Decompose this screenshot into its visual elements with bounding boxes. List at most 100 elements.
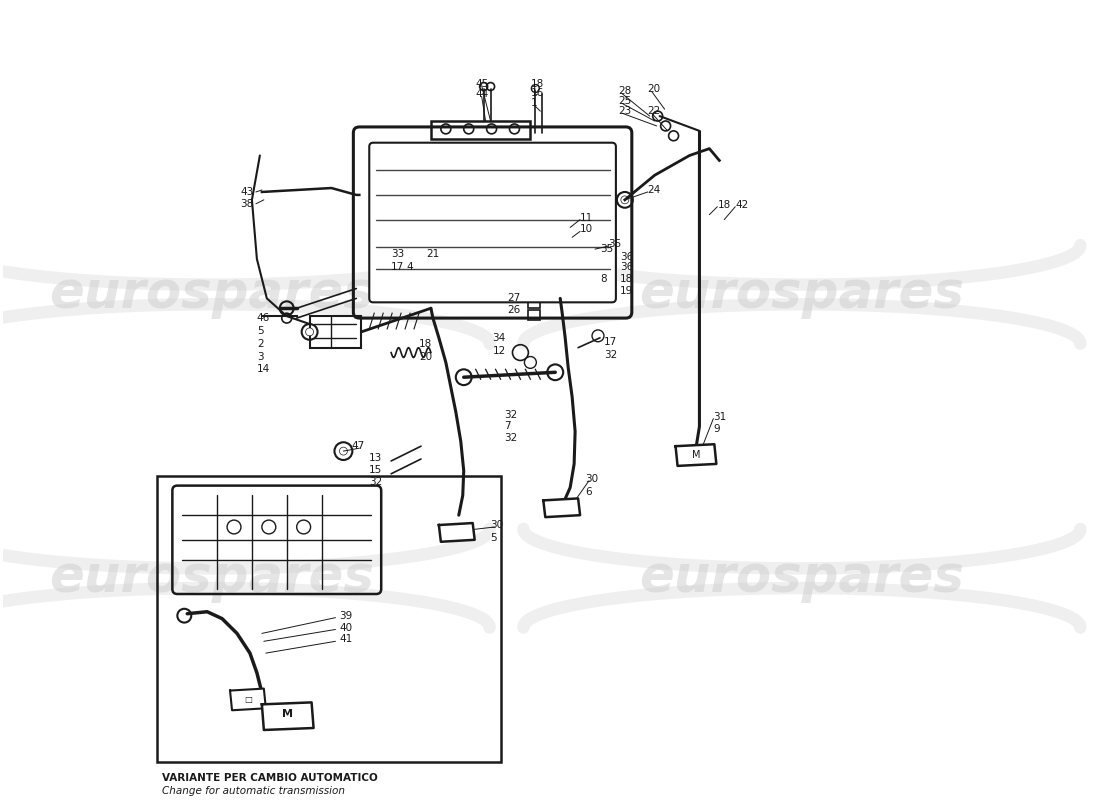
- Text: M: M: [692, 450, 701, 460]
- Text: 45: 45: [475, 78, 488, 89]
- Text: eurospares: eurospares: [639, 554, 965, 603]
- Text: 36: 36: [620, 252, 634, 262]
- Text: 13: 13: [370, 453, 383, 463]
- Text: eurospares: eurospares: [639, 270, 965, 319]
- Circle shape: [306, 328, 313, 336]
- Text: 6: 6: [585, 486, 592, 497]
- Text: 32: 32: [370, 477, 383, 486]
- Text: 4: 4: [406, 262, 412, 272]
- Circle shape: [418, 197, 424, 203]
- Text: 10: 10: [580, 225, 593, 234]
- Circle shape: [418, 170, 424, 175]
- Text: 32: 32: [604, 350, 617, 359]
- Text: 30: 30: [585, 474, 598, 484]
- Circle shape: [475, 170, 482, 175]
- FancyBboxPatch shape: [370, 142, 616, 302]
- Text: 16: 16: [530, 89, 543, 98]
- Text: 43: 43: [240, 187, 253, 197]
- Text: 32: 32: [505, 434, 518, 443]
- Text: 20: 20: [648, 85, 661, 94]
- Text: 15: 15: [370, 465, 383, 475]
- Text: 40: 40: [340, 622, 353, 633]
- Text: 18: 18: [620, 274, 634, 284]
- Text: 5: 5: [257, 326, 264, 336]
- Bar: [588, 251, 597, 259]
- Bar: [528, 310, 540, 320]
- Text: 27: 27: [507, 294, 520, 303]
- Circle shape: [506, 254, 512, 260]
- Polygon shape: [543, 498, 580, 517]
- Text: 8: 8: [600, 274, 606, 284]
- Text: 34: 34: [493, 333, 506, 343]
- Circle shape: [446, 278, 452, 285]
- Text: 36: 36: [620, 262, 634, 272]
- Text: 46: 46: [257, 313, 271, 323]
- Text: 17: 17: [604, 337, 617, 346]
- Text: 31: 31: [714, 412, 727, 422]
- Text: 33: 33: [392, 249, 405, 259]
- Text: eurospares: eurospares: [48, 554, 374, 603]
- Bar: [431, 121, 530, 138]
- Circle shape: [506, 170, 512, 175]
- Text: 1: 1: [530, 98, 537, 108]
- Circle shape: [418, 225, 424, 230]
- Text: 30: 30: [491, 520, 504, 530]
- Text: 12: 12: [493, 346, 506, 356]
- Bar: [528, 298, 540, 308]
- Text: 11: 11: [580, 213, 593, 222]
- Bar: [309, 316, 361, 348]
- Circle shape: [506, 225, 512, 230]
- Text: eurospares: eurospares: [48, 270, 374, 319]
- Circle shape: [475, 254, 482, 260]
- Text: 44: 44: [475, 90, 488, 99]
- Bar: [157, 476, 500, 762]
- Circle shape: [418, 278, 424, 285]
- Text: 17: 17: [392, 262, 405, 272]
- Text: 38: 38: [240, 198, 253, 209]
- Text: M: M: [283, 710, 294, 719]
- Text: Change for automatic transmission: Change for automatic transmission: [163, 786, 345, 796]
- Text: 22: 22: [648, 106, 661, 116]
- Text: 35: 35: [608, 239, 622, 249]
- Bar: [588, 261, 597, 269]
- Text: VARIANTE PER CAMBIO AUTOMATICO: VARIANTE PER CAMBIO AUTOMATICO: [163, 774, 378, 783]
- Circle shape: [446, 170, 452, 175]
- Text: 18: 18: [530, 78, 543, 89]
- Text: 47: 47: [351, 441, 364, 451]
- Text: 7: 7: [505, 422, 512, 431]
- Text: 35: 35: [600, 244, 613, 254]
- Polygon shape: [262, 702, 314, 730]
- Circle shape: [620, 196, 629, 204]
- Text: 24: 24: [648, 185, 661, 195]
- Circle shape: [418, 254, 424, 260]
- Text: 39: 39: [340, 610, 353, 621]
- Polygon shape: [439, 523, 475, 542]
- Text: 18: 18: [419, 338, 432, 349]
- Text: 26: 26: [507, 306, 520, 315]
- Text: 41: 41: [340, 634, 353, 644]
- Text: 19: 19: [620, 286, 634, 295]
- Text: 3: 3: [257, 351, 264, 362]
- Circle shape: [536, 254, 541, 260]
- Circle shape: [475, 197, 482, 203]
- Text: 9: 9: [714, 425, 720, 434]
- Text: 42: 42: [735, 200, 748, 210]
- Polygon shape: [230, 689, 266, 710]
- Text: 18: 18: [717, 200, 730, 210]
- Circle shape: [475, 225, 482, 230]
- Circle shape: [446, 197, 452, 203]
- Text: □: □: [244, 695, 252, 704]
- Text: 23: 23: [618, 106, 631, 116]
- Text: 21: 21: [426, 249, 439, 259]
- Text: 28: 28: [618, 86, 631, 97]
- Circle shape: [506, 197, 512, 203]
- Text: 14: 14: [257, 364, 271, 374]
- Text: 20: 20: [419, 351, 432, 362]
- Text: 5: 5: [491, 533, 497, 543]
- Text: 2: 2: [257, 338, 264, 349]
- Text: 25: 25: [618, 96, 631, 106]
- Circle shape: [446, 225, 452, 230]
- Circle shape: [536, 197, 541, 203]
- Circle shape: [446, 254, 452, 260]
- Text: 32: 32: [505, 410, 518, 420]
